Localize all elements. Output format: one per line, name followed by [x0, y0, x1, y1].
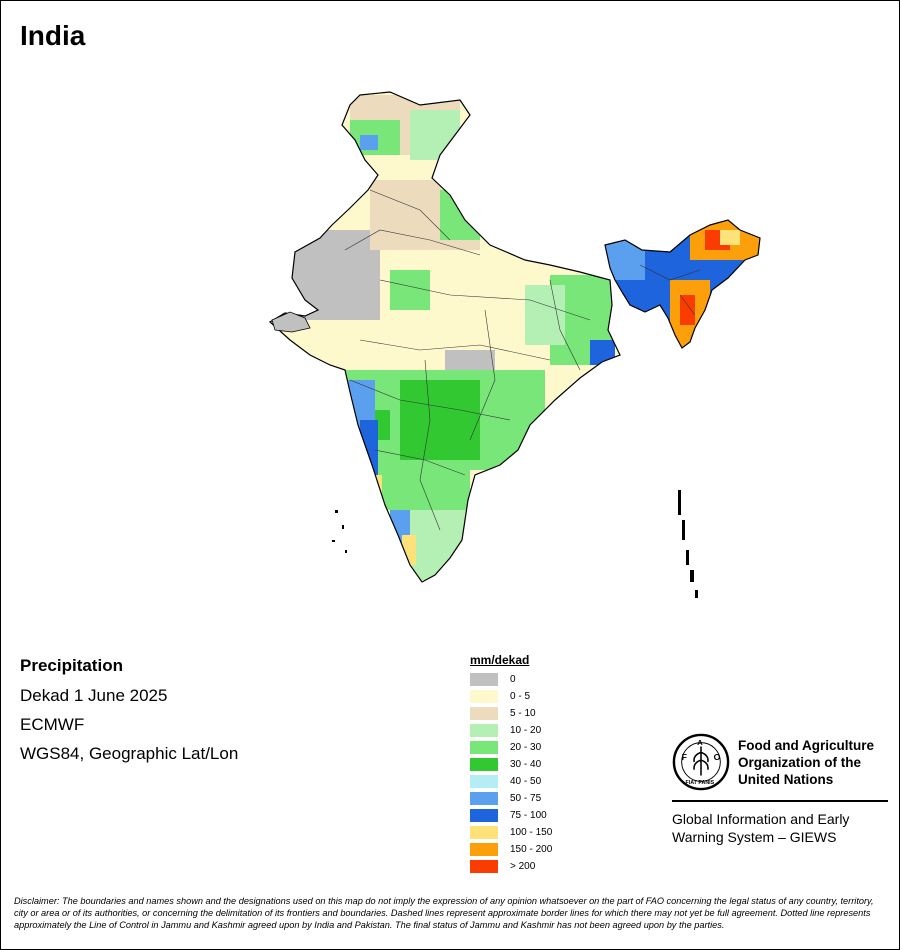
legend-label: 20 - 30 [510, 742, 542, 753]
legend-item: 0 [470, 671, 552, 688]
legend-label: 5 - 10 [510, 708, 536, 719]
legend-label: 0 - 5 [510, 691, 531, 702]
legend-item: 75 - 100 [470, 807, 552, 824]
legend-swatch [470, 809, 498, 822]
legend-label: > 200 [510, 861, 536, 872]
legend-item: 150 - 200 [470, 841, 552, 858]
legend-item: 10 - 20 [470, 722, 552, 739]
legend-swatch [470, 826, 498, 839]
org-name-line1: Food and Agriculture [738, 737, 874, 753]
legend-item: 100 - 150 [470, 824, 552, 841]
legend-swatch [470, 775, 498, 788]
legend-swatch [470, 843, 498, 856]
legend-item: 40 - 50 [470, 773, 552, 790]
disclaimer-text: Disclaimer: The boundaries and names sho… [14, 896, 874, 930]
legend-label: 50 - 75 [510, 793, 542, 804]
fao-branding: F A O FIAT PANIS Food and Agriculture Or… [672, 732, 888, 846]
legend-label: 10 - 20 [510, 725, 542, 736]
legend-swatch [470, 724, 498, 737]
legend-swatch [470, 792, 498, 805]
org-name-line3: United Nations [738, 771, 834, 787]
legend-swatch [470, 673, 498, 686]
org-name-line2: Organization of the [738, 754, 861, 770]
legend-swatch [470, 758, 498, 771]
giews-line1: Global Information and Early [672, 811, 850, 827]
giews-line2: Warning System – GIEWS [672, 829, 837, 845]
precipitation-map [268, 91, 761, 598]
legend-label: 0 [510, 674, 516, 685]
source-text: ECMWF [20, 715, 85, 734]
branding-divider [672, 800, 888, 802]
map-title: India [20, 20, 86, 51]
legend-item: 5 - 10 [470, 705, 552, 722]
legend-swatch [470, 707, 498, 720]
legend: mm/dekad 0 0 - 5 5 - 10 10 - 20 20 - 30 30 - … [470, 653, 552, 875]
map-info: Precipitation Dekad 1 June 2025 ECMWF WG… [20, 656, 238, 773]
fao-emblem-icon: F A O FIAT PANIS [672, 733, 730, 791]
legend-label: 30 - 40 [510, 759, 542, 770]
legend-rows: 0 0 - 5 5 - 10 10 - 20 20 - 30 30 - 40 40 - 50… [470, 671, 552, 875]
svg-text:FIAT PANIS: FIAT PANIS [686, 780, 715, 786]
legend-swatch [470, 690, 498, 703]
legend-swatch [470, 741, 498, 754]
legend-item: > 200 [470, 858, 552, 875]
legend-label: 150 - 200 [510, 844, 553, 855]
legend-item: 30 - 40 [470, 756, 552, 773]
svg-text:A: A [697, 738, 703, 747]
legend-item: 20 - 30 [470, 739, 552, 756]
legend-swatch [470, 860, 498, 873]
legend-label: 40 - 50 [510, 776, 542, 787]
variable-heading: Precipitation [20, 656, 123, 675]
legend-label: 100 - 150 [510, 827, 553, 838]
legend-item: 0 - 5 [470, 688, 552, 705]
svg-text:F: F [682, 752, 687, 762]
legend-item: 50 - 75 [470, 790, 552, 807]
period-text: Dekad 1 June 2025 [20, 686, 168, 705]
legend-label: 75 - 100 [510, 810, 547, 821]
svg-text:O: O [714, 752, 721, 762]
projection-text: WGS84, Geographic Lat/Lon [20, 744, 239, 763]
legend-unit: mm/dekad [470, 653, 530, 667]
